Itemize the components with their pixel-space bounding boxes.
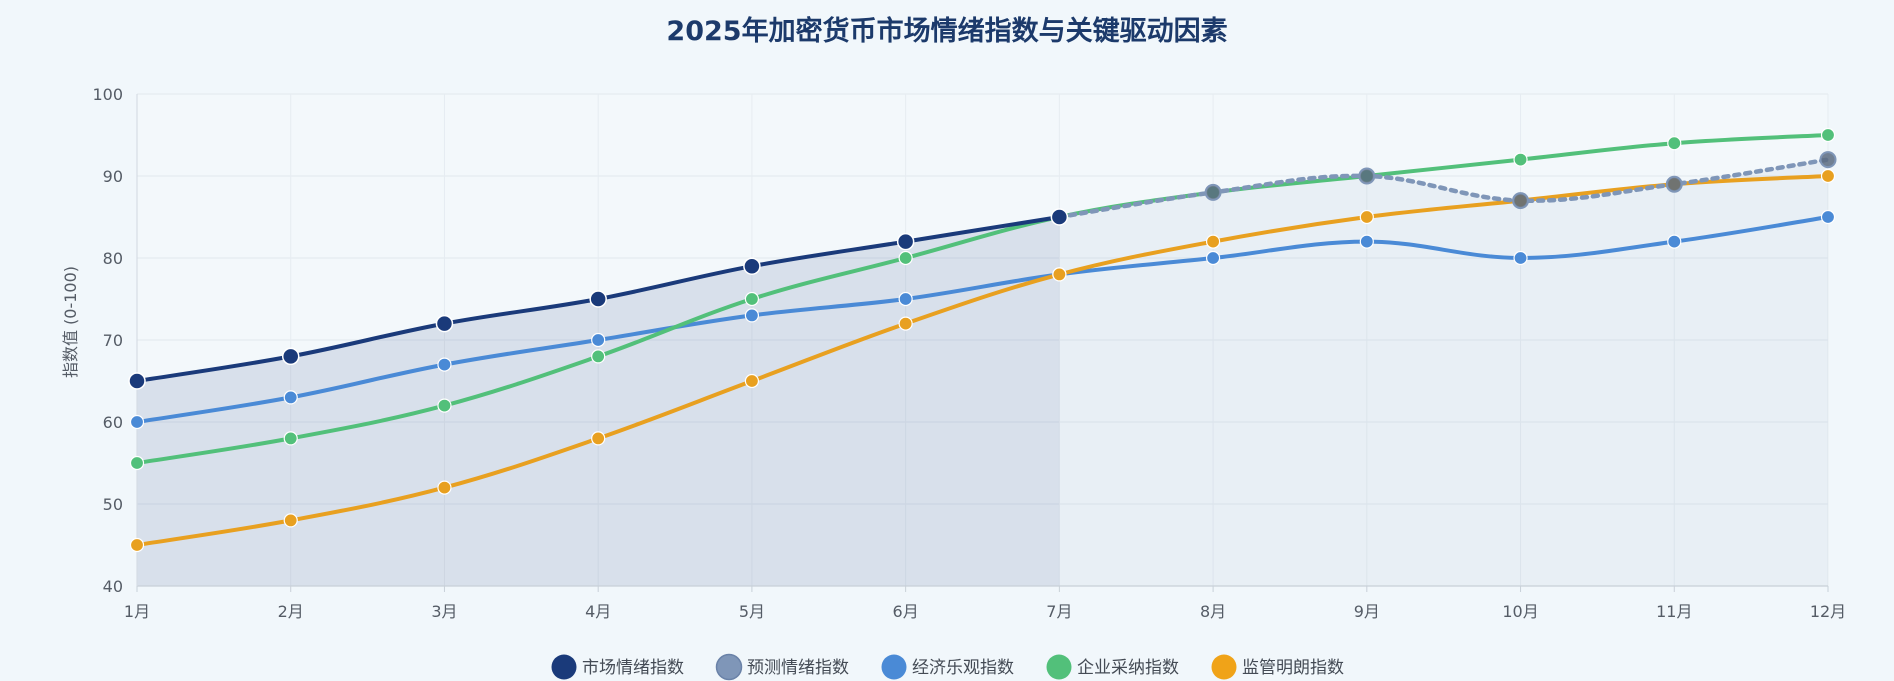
legend-marker xyxy=(881,654,907,680)
legend-marker xyxy=(551,654,577,680)
series-area-fill xyxy=(1059,159,1828,586)
x-tick-label: 2月 xyxy=(278,602,304,621)
data-point xyxy=(1205,234,1221,249)
y-tick-label: 40 xyxy=(103,577,123,596)
data-point xyxy=(1820,209,1836,225)
data-point xyxy=(898,250,913,266)
legend-item[interactable]: 预测情绪指数 xyxy=(715,653,850,681)
data-point xyxy=(129,414,145,430)
data-point xyxy=(744,373,760,389)
data-point xyxy=(743,257,761,275)
x-tick-label: 12月 xyxy=(1810,602,1846,621)
data-point xyxy=(1513,250,1528,266)
data-point xyxy=(589,290,607,308)
x-tick-label: 6月 xyxy=(893,602,919,621)
legend-label: 经济乐观指数 xyxy=(912,658,1014,678)
area-fill-layer xyxy=(137,159,1828,586)
data-point xyxy=(129,455,145,471)
data-point xyxy=(1052,267,1067,282)
x-tick-label: 1月 xyxy=(124,602,150,621)
data-point xyxy=(129,537,145,553)
data-point xyxy=(128,372,146,390)
data-point xyxy=(591,332,606,348)
legend-item[interactable]: 市场情绪指数 xyxy=(551,654,685,680)
data-point xyxy=(281,347,300,366)
x-tick-label: 7月 xyxy=(1046,602,1072,621)
legend-label: 市场情绪指数 xyxy=(582,658,684,678)
data-point xyxy=(283,513,298,528)
data-point xyxy=(1205,250,1221,266)
legend-item[interactable]: 企业采纳指数 xyxy=(1046,654,1180,680)
legend-item[interactable]: 经济乐观指数 xyxy=(881,654,1015,680)
axis-layer: 40 50 60 70 80 90 100 1月 2月 3月 4月 5月 6月 7月 8月 9月 10月 11月 1… xyxy=(92,85,1846,621)
data-point xyxy=(744,291,760,307)
data-point xyxy=(283,390,298,405)
data-point xyxy=(437,357,452,372)
data-point xyxy=(896,232,915,251)
data-points-layer xyxy=(128,127,1837,553)
forecast-point xyxy=(1358,167,1376,185)
data-point xyxy=(1359,234,1374,249)
y-tick-label: 90 xyxy=(103,167,123,186)
legend-label: 企业采纳指数 xyxy=(1077,658,1179,678)
x-tick-label: 9月 xyxy=(1354,602,1380,621)
x-tick-label: 8月 xyxy=(1200,602,1226,621)
data-point xyxy=(1820,127,1836,143)
grid-layer xyxy=(136,93,1829,587)
chart-title: 2025年加密货币市场情绪指数与关键驱动因素 xyxy=(666,15,1227,47)
data-point xyxy=(1667,136,1682,151)
y-tick-label: 60 xyxy=(103,413,123,432)
y-tick-label: 50 xyxy=(103,495,123,514)
data-point xyxy=(898,291,913,307)
y-tick-label: 100 xyxy=(92,85,123,104)
legend-label: 预测情绪指数 xyxy=(747,658,849,678)
data-point xyxy=(1667,234,1682,249)
x-tick-label: 5月 xyxy=(739,602,765,621)
legend-marker xyxy=(1211,654,1237,680)
forecast-point xyxy=(1512,192,1530,210)
x-tick-label: 4月 xyxy=(585,602,611,621)
data-point xyxy=(437,398,452,413)
forecast-point xyxy=(1665,175,1683,193)
y-axis-label: 指数值 (0-100) xyxy=(61,266,80,378)
data-point xyxy=(591,349,606,364)
y-tick-label: 70 xyxy=(103,331,123,350)
x-tick-label: 11月 xyxy=(1656,602,1692,621)
series-line xyxy=(135,133,1830,465)
data-point xyxy=(744,308,760,323)
data-point xyxy=(435,314,454,333)
legend-label: 监管明朗指数 xyxy=(1242,658,1344,678)
y-tick-label: 80 xyxy=(103,249,123,268)
data-point xyxy=(1513,152,1528,167)
forecast-point xyxy=(1819,151,1837,169)
series-line xyxy=(1057,157,1831,220)
data-point xyxy=(591,431,606,446)
legend-item[interactable]: 监管明朗指数 xyxy=(1211,654,1345,680)
data-point xyxy=(898,316,913,331)
data-point xyxy=(283,431,298,446)
legend-marker xyxy=(715,653,743,681)
data-point xyxy=(1359,209,1374,225)
data-point xyxy=(1050,208,1069,226)
legend-marker xyxy=(1046,654,1072,680)
series-line xyxy=(135,215,1830,424)
data-point xyxy=(1820,168,1836,184)
x-tick-label: 10月 xyxy=(1502,602,1538,621)
forecast-point xyxy=(1204,183,1222,201)
x-tick-label: 3月 xyxy=(431,602,457,621)
series-area-fill xyxy=(137,217,1060,586)
legend: 市场情绪指数 预测情绪指数 经济乐观指数 企业采纳指数 监管明朗指数 xyxy=(551,653,1345,681)
data-point xyxy=(437,480,452,495)
